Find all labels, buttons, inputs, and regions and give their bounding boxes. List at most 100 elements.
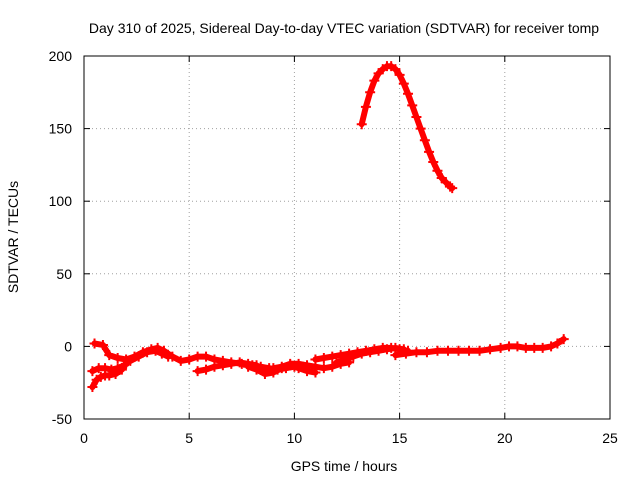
data-point (285, 358, 296, 369)
data-point (421, 347, 432, 358)
data-point (365, 87, 376, 98)
data-point (453, 345, 464, 356)
x-tick-label: 15 (392, 430, 408, 446)
data-point (411, 347, 422, 358)
data-point (348, 351, 359, 362)
data-point (537, 342, 548, 353)
data-point (302, 360, 313, 371)
series-4 (125, 345, 174, 366)
data-point (464, 345, 475, 356)
data-point (442, 345, 453, 356)
data-point (558, 334, 569, 345)
data-point (520, 342, 531, 353)
data-point (546, 341, 557, 352)
series-2 (87, 360, 129, 377)
series-5 (192, 357, 262, 377)
data-point (112, 353, 123, 364)
data-point (89, 338, 100, 349)
data-point (156, 348, 167, 359)
data-point (360, 101, 371, 112)
data-point (142, 347, 153, 358)
data-point (331, 357, 342, 368)
data-point (276, 361, 287, 372)
data-point (428, 156, 439, 167)
y-tick-label: 150 (49, 121, 73, 137)
data-point (512, 341, 523, 352)
x-tick-label: 25 (602, 430, 618, 446)
x-axis-label: GPS time / hours (291, 458, 398, 474)
x-tick-label: 20 (497, 430, 513, 446)
series-layer (87, 61, 569, 393)
plot-frame (83, 55, 611, 420)
data-point (504, 341, 515, 352)
data-point (259, 366, 270, 377)
data-point (100, 363, 111, 374)
data-point (327, 351, 338, 362)
data-point (163, 351, 174, 362)
data-point (356, 119, 367, 130)
chart-title: Day 310 of 2025, Sidereal Day-to-day VTE… (89, 20, 599, 36)
x-tick-label: 5 (185, 430, 193, 446)
data-point (104, 350, 115, 361)
data-point (310, 354, 321, 365)
data-point (192, 351, 203, 362)
data-point (403, 88, 414, 99)
data-point (485, 344, 496, 355)
data-point (415, 123, 426, 134)
data-point (339, 354, 350, 365)
data-point (106, 364, 117, 375)
data-point (217, 360, 228, 371)
x-tick-label: 10 (287, 430, 303, 446)
data-point (390, 64, 401, 75)
data-point (251, 364, 262, 375)
data-point (381, 344, 392, 355)
data-point (552, 338, 563, 349)
data-point (407, 100, 418, 111)
data-point (209, 361, 220, 372)
data-point (318, 363, 329, 374)
data-point (201, 364, 212, 375)
y-tick-label: 200 (49, 48, 73, 64)
y-axis-label: SDTVAR / TECUs (5, 181, 21, 293)
data-point (356, 348, 367, 359)
series-9 (331, 342, 409, 368)
data-point (432, 165, 443, 176)
x-tick-label: 0 (80, 430, 88, 446)
data-point (226, 358, 237, 369)
data-point (201, 351, 212, 362)
data-point (133, 351, 144, 362)
data-point (125, 355, 136, 366)
data-point (373, 345, 384, 356)
data-point (365, 347, 376, 358)
data-point (432, 345, 443, 356)
series-10 (356, 61, 458, 194)
grid-layer (84, 56, 610, 419)
data-point (400, 348, 411, 359)
data-point (419, 135, 430, 146)
data-point (234, 357, 245, 368)
data-point (529, 342, 540, 353)
data-point (424, 146, 435, 157)
data-point (394, 69, 405, 80)
data-point (398, 78, 409, 89)
data-point (474, 345, 485, 356)
data-point (318, 353, 329, 364)
tick-layer: 0 5 10 15 20 25 -50 0 50 100 150 200 (49, 48, 618, 446)
data-point (369, 75, 380, 86)
y-tick-label: 0 (64, 338, 72, 354)
data-point (87, 382, 98, 393)
data-point (192, 366, 203, 377)
data-point (175, 355, 186, 366)
data-point (411, 111, 422, 122)
data-point (97, 339, 108, 350)
data-point (390, 350, 401, 361)
series-11 (390, 334, 569, 361)
data-point (184, 354, 195, 365)
y-tick-label: 50 (56, 266, 72, 282)
data-point (150, 345, 161, 356)
data-point (87, 366, 98, 377)
data-point (112, 363, 123, 374)
data-point (293, 358, 304, 369)
data-point (243, 361, 254, 372)
